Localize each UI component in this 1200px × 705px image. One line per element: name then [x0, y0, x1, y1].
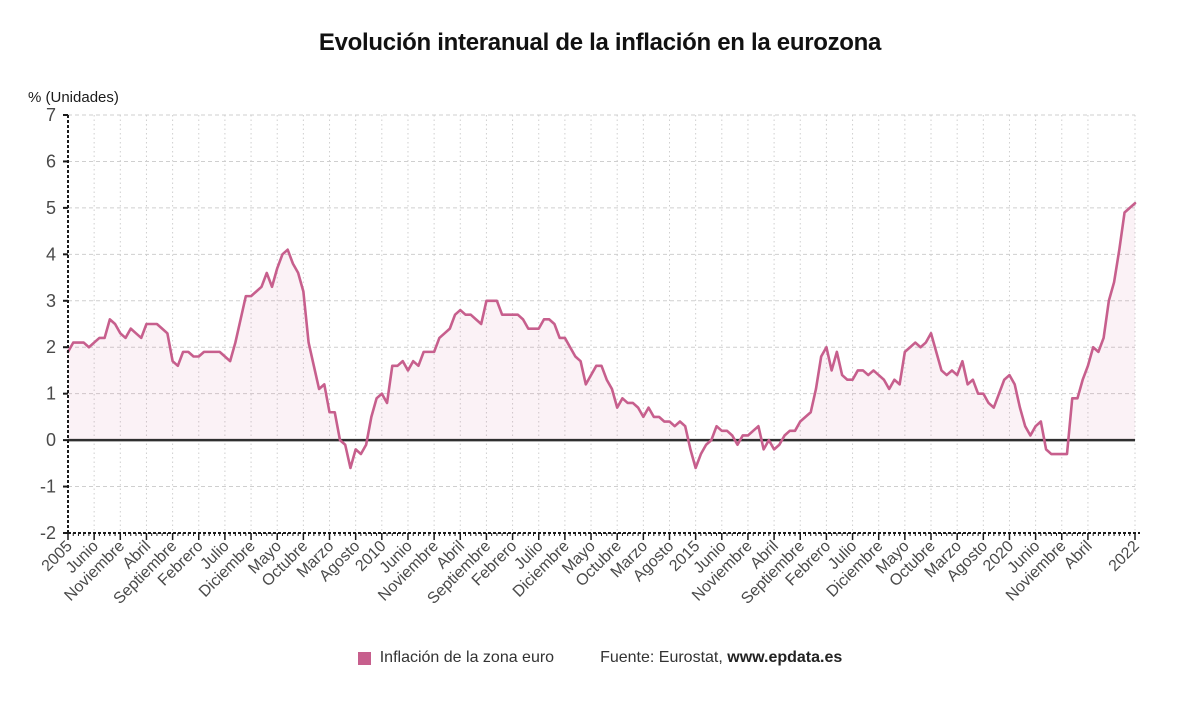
source-prefix: Fuente: Eurostat,: [600, 649, 728, 666]
x-tick-label: 2022: [1106, 538, 1143, 575]
y-tick-label: 4: [46, 244, 56, 264]
inflation-area: [68, 203, 1135, 441]
y-tick-label: 6: [46, 151, 56, 171]
chart-title: Evolución interanual de la inflación en …: [318, 29, 882, 56]
y-tick-label: 0: [46, 430, 56, 450]
source-text: Fuente: Eurostat, www.epdata.es: [600, 649, 842, 667]
y-tick-label: 5: [46, 198, 56, 218]
y-tick-label: 7: [46, 105, 56, 125]
y-tick-label: -1: [40, 477, 56, 497]
legend-label: Inflación de la zona euro: [379, 649, 555, 666]
y-tick-label: -2: [40, 523, 56, 543]
y-tick-label: 1: [46, 384, 56, 404]
inflation-line: [66, 201, 1137, 470]
legend-color-swatch: [357, 651, 371, 665]
legend-item-eurozone-inflation: Inflación de la zona euro: [357, 649, 555, 667]
x-tick-label: Abril: [1061, 538, 1096, 573]
y-tick-label: 3: [46, 291, 56, 311]
legend-row: Inflación de la zona euro Fuente: Eurost…: [0, 649, 1200, 667]
source-link[interactable]: www.epdata.es: [727, 649, 843, 666]
y-tick-label: 2: [46, 337, 56, 357]
y-axis-title: % (Unidades): [28, 89, 119, 106]
